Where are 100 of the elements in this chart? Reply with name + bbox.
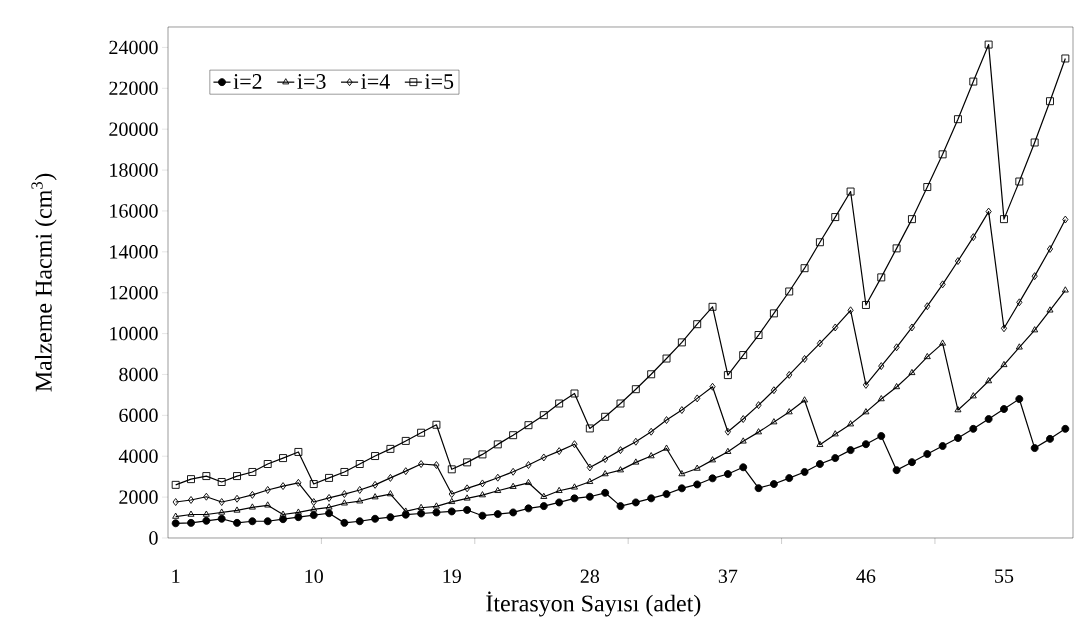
point [586, 463, 593, 472]
point [601, 470, 609, 477]
legend-label: i=4 [361, 74, 390, 89]
point [831, 430, 839, 437]
point [187, 496, 195, 504]
point [264, 501, 272, 508]
y-tick-label: 24000 [109, 40, 158, 55]
point [310, 505, 318, 512]
point [539, 502, 548, 511]
x-tick-label: 46 [856, 569, 876, 583]
point [923, 450, 932, 458]
point [340, 518, 349, 527]
point [694, 394, 701, 403]
point [785, 408, 793, 415]
point [325, 493, 333, 502]
point [832, 323, 839, 332]
point [556, 447, 563, 456]
point [862, 408, 870, 415]
point [663, 416, 670, 425]
point [463, 494, 471, 501]
point [202, 472, 211, 481]
point [432, 420, 441, 429]
point [801, 396, 809, 403]
point [294, 448, 303, 456]
point [171, 519, 180, 528]
x-tick-label: 28 [580, 569, 600, 584]
point [248, 503, 256, 510]
point [172, 512, 180, 519]
point [1016, 298, 1023, 307]
point [264, 486, 271, 494]
point [616, 399, 625, 408]
point [877, 273, 886, 282]
point [295, 478, 302, 487]
point [601, 488, 610, 497]
point [723, 371, 732, 380]
point [418, 460, 425, 468]
point [785, 474, 794, 483]
point [447, 465, 456, 474]
point [555, 498, 564, 507]
point [233, 472, 241, 481]
point [617, 446, 624, 455]
point [662, 354, 671, 363]
point [769, 480, 778, 488]
point [939, 339, 947, 346]
point [401, 436, 410, 445]
point [585, 424, 594, 433]
x-tick-label: 55 [995, 569, 1014, 583]
point [693, 464, 701, 471]
y-tick-label: 6000 [119, 408, 158, 423]
point [616, 502, 625, 511]
y-tick-label: 4000 [118, 449, 158, 463]
point [417, 509, 426, 518]
point [555, 486, 563, 493]
point [969, 392, 977, 399]
point [493, 510, 502, 519]
point [540, 453, 547, 462]
point [464, 484, 471, 493]
point [861, 440, 870, 449]
point [677, 338, 686, 347]
y-tick-label: 2000 [119, 490, 158, 504]
y-tick-label: 10000 [110, 326, 158, 341]
point [1030, 138, 1039, 147]
point [693, 480, 702, 489]
legend-label: i=2 [233, 74, 262, 89]
point [340, 468, 349, 476]
point [447, 507, 456, 516]
x-axis-title: İterasyon Sayısı (adet) [486, 591, 701, 617]
point [402, 507, 410, 514]
point [263, 460, 272, 468]
point [263, 517, 272, 526]
point [570, 389, 579, 398]
point [432, 502, 440, 509]
point [800, 468, 809, 476]
point [724, 447, 732, 454]
point [708, 474, 717, 483]
point [847, 420, 855, 427]
point [1000, 360, 1008, 368]
x-tick-label: 19 [443, 569, 461, 583]
point [571, 483, 578, 490]
point [371, 452, 380, 460]
point [325, 473, 334, 482]
point [985, 207, 992, 216]
point [494, 473, 501, 482]
point [938, 150, 947, 159]
y-tick-label: 16000 [110, 204, 158, 218]
point [662, 490, 671, 499]
point [1061, 424, 1070, 433]
point [1046, 245, 1054, 253]
point [309, 511, 318, 520]
point [755, 428, 763, 435]
point [355, 517, 364, 526]
point [355, 460, 364, 468]
point [448, 490, 455, 499]
y-tick-label: 8000 [119, 367, 158, 382]
point [617, 466, 624, 473]
point [570, 494, 579, 503]
point [417, 428, 426, 437]
point [310, 498, 317, 506]
point [1000, 405, 1008, 413]
point [478, 450, 487, 459]
